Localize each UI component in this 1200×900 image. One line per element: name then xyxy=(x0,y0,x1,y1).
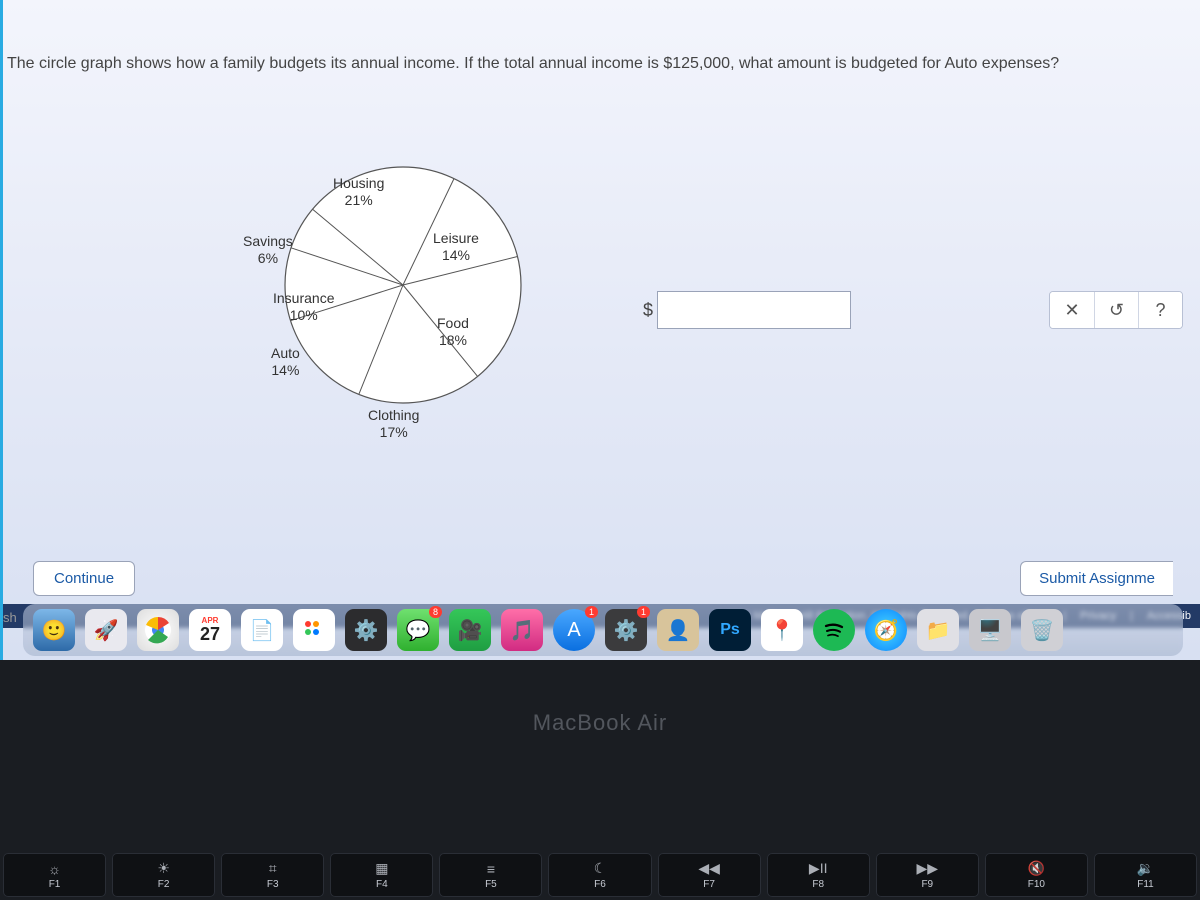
pie-svg xyxy=(283,165,523,405)
function-key-row: ☼F1☀F2⌗F3▦F4≡F5☾F6◀◀F7▶IIF8▶▶F9🔇F10🔉F11 xyxy=(0,850,1200,900)
cutoff-text: sh xyxy=(3,610,17,625)
settings-icon[interactable]: ⚙️ xyxy=(345,609,387,651)
chrome-icon[interactable] xyxy=(137,609,179,651)
clear-button[interactable]: ✕ xyxy=(1050,292,1094,328)
answer-toolbar: ✕ ↺ ? xyxy=(1049,291,1183,329)
display-icon[interactable]: 🖥️ xyxy=(969,609,1011,651)
trash-icon[interactable]: 🗑️ xyxy=(1021,609,1063,651)
macos-dock: 🙂 🚀 APR 27 📄 ⚙️ 💬 🎥 🎵 A ⚙️ 👤 Ps 📍 🧭 📁 🖥️… xyxy=(23,604,1183,656)
answer-row: $ ✕ ↺ ? xyxy=(643,280,1183,340)
label-auto: Auto14% xyxy=(271,345,300,379)
fn-key-f9[interactable]: ▶▶F9 xyxy=(876,853,979,897)
system-prefs-icon[interactable]: ⚙️ xyxy=(605,609,647,651)
label-savings: Savings6% xyxy=(243,233,293,267)
fn-key-f8[interactable]: ▶IIF8 xyxy=(767,853,870,897)
continue-button[interactable]: Continue xyxy=(33,561,135,596)
submit-assignment-button[interactable]: Submit Assignme xyxy=(1020,561,1173,596)
bottom-bar: Continue Submit Assignme xyxy=(3,554,1200,602)
launchpad-icon[interactable]: 🚀 xyxy=(85,609,127,651)
fn-key-f7[interactable]: ◀◀F7 xyxy=(658,853,761,897)
spotify-icon[interactable] xyxy=(813,609,855,651)
finder-icon[interactable]: 🙂 xyxy=(33,609,75,651)
fn-key-f4[interactable]: ▦F4 xyxy=(330,853,433,897)
reset-button[interactable]: ↺ xyxy=(1094,292,1138,328)
photoshop-icon[interactable]: Ps xyxy=(709,609,751,651)
laptop-body: MacBook Air ☼F1☀F2⌗F3▦F4≡F5☾F6◀◀F7▶IIF8▶… xyxy=(0,660,1200,900)
pin-icon[interactable]: 📍 xyxy=(761,609,803,651)
fn-key-f3[interactable]: ⌗F3 xyxy=(221,853,324,897)
label-food: Food18% xyxy=(437,315,469,349)
help-button[interactable]: ? xyxy=(1138,292,1182,328)
macbook-label: MacBook Air xyxy=(0,710,1200,736)
appstore-icon[interactable]: A xyxy=(553,609,595,651)
folder-icon[interactable]: 📁 xyxy=(917,609,959,651)
fn-key-f10[interactable]: 🔇F10 xyxy=(985,853,1088,897)
label-housing: Housing21% xyxy=(333,175,384,209)
question-text: The circle graph shows how a family budg… xyxy=(3,55,1200,73)
reminders-icon[interactable] xyxy=(293,609,335,651)
notes-icon[interactable]: 📄 xyxy=(241,609,283,651)
fn-key-f5[interactable]: ≡F5 xyxy=(439,853,542,897)
label-clothing: Clothing17% xyxy=(368,407,419,441)
dollar-sign: $ xyxy=(643,300,653,321)
fn-key-f2[interactable]: ☀F2 xyxy=(112,853,215,897)
fn-key-f1[interactable]: ☼F1 xyxy=(3,853,106,897)
answer-input[interactable] xyxy=(657,291,851,329)
label-leisure: Leisure14% xyxy=(433,230,479,264)
music-icon[interactable]: 🎵 xyxy=(501,609,543,651)
messages-icon[interactable]: 💬 xyxy=(397,609,439,651)
pie-chart: Housing21% Leisure14% Food18% Clothing17… xyxy=(213,135,583,495)
fn-key-f11[interactable]: 🔉F11 xyxy=(1094,853,1197,897)
facetime-icon[interactable]: 🎥 xyxy=(449,609,491,651)
safari-icon[interactable]: 🧭 xyxy=(865,609,907,651)
app-screen: The circle graph shows how a family budg… xyxy=(0,0,1200,660)
contacts-icon[interactable]: 👤 xyxy=(657,609,699,651)
calendar-icon[interactable]: APR 27 xyxy=(189,609,231,651)
fn-key-f6[interactable]: ☾F6 xyxy=(548,853,651,897)
label-insurance: Insurance10% xyxy=(273,290,334,324)
